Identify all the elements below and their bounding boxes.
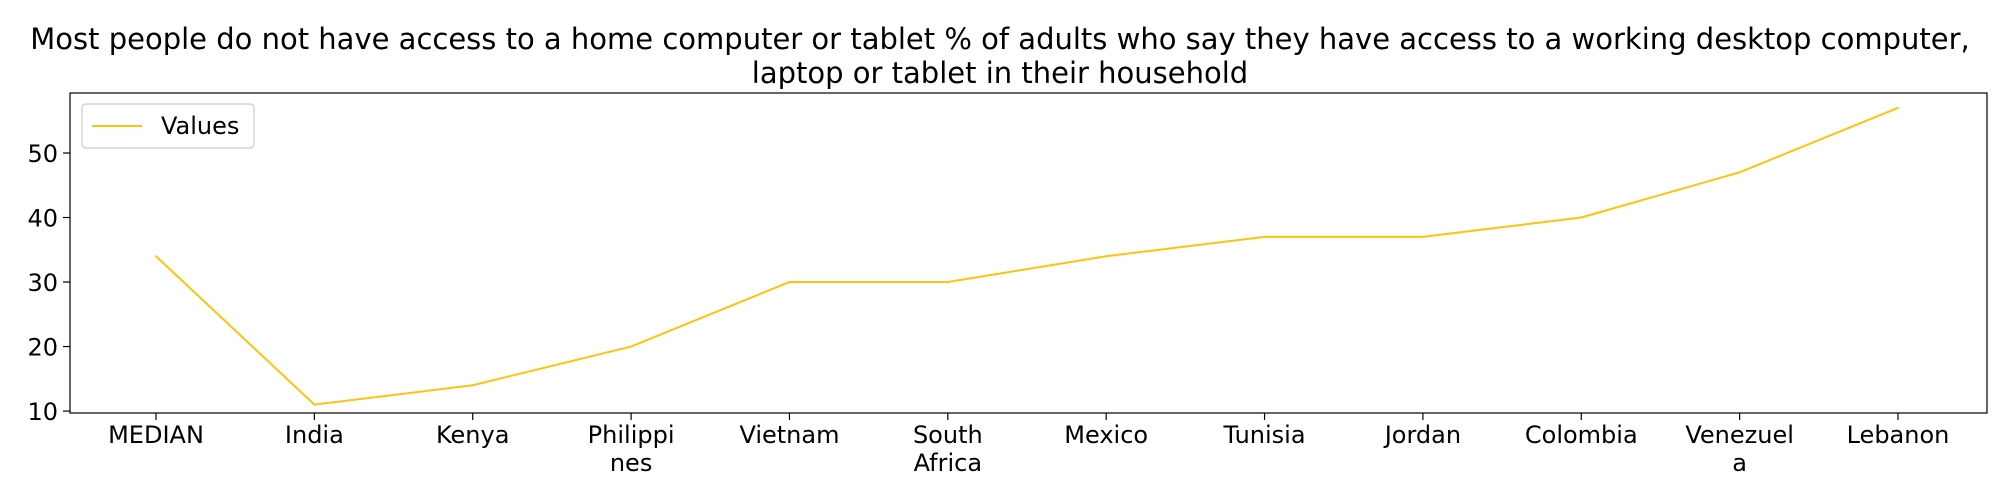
data-point — [1738, 171, 1741, 174]
legend: Values — [81, 103, 255, 149]
x-tick-label: Colombia — [1525, 421, 1638, 449]
data-point — [1105, 255, 1108, 258]
x-tick-label: Vietnam — [739, 421, 839, 449]
data-point — [155, 255, 157, 258]
x-tick-label: Jordan — [1383, 421, 1461, 449]
legend-label: Values — [161, 112, 239, 140]
x-tick-label: South Africa — [913, 421, 983, 477]
x-tick-label: Mexico — [1064, 421, 1148, 449]
y-tick-label: 10 — [27, 398, 58, 426]
y-tick-label: 20 — [27, 334, 58, 362]
y-axis: 10 20 30 40 50 — [27, 140, 70, 426]
x-tick-label: Venezuel a — [1685, 421, 1794, 477]
axes-frame — [69, 92, 1988, 414]
data-point — [630, 345, 633, 348]
data-point — [1421, 235, 1424, 238]
x-tick-label: India — [285, 421, 344, 449]
x-tick-label: Philippi nes — [588, 421, 675, 477]
data-point — [1580, 216, 1583, 219]
data-point — [313, 403, 316, 406]
data-point — [788, 281, 791, 284]
x-tick-label: Kenya — [436, 421, 509, 449]
x-tick-label: Tunisia — [1223, 421, 1306, 449]
data-point — [946, 281, 949, 284]
data-point — [1897, 106, 1899, 109]
x-tick-label: Lebanon — [1847, 421, 1950, 449]
legend-box — [81, 103, 255, 149]
plot-area — [69, 92, 1988, 414]
y-tick-label: 40 — [27, 205, 58, 233]
data-point — [471, 384, 474, 387]
data-point — [1263, 235, 1266, 238]
series-layer — [155, 106, 1899, 406]
x-axis: MEDIAN India Kenya Philippi nes Vietnam South A… — [108, 413, 1949, 477]
x-tick-label: MEDIAN — [108, 421, 204, 449]
y-tick-label: 50 — [27, 140, 58, 168]
series-line — [155, 106, 1899, 406]
chart-title: Most people do not have access to a home… — [30, 22, 1970, 90]
y-tick-label: 30 — [27, 269, 58, 297]
